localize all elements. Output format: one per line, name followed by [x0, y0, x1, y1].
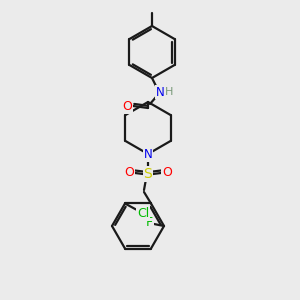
Text: N: N	[156, 85, 164, 98]
Text: O: O	[124, 166, 134, 178]
Text: O: O	[122, 100, 132, 112]
Text: O: O	[162, 166, 172, 178]
Text: Cl: Cl	[137, 207, 149, 220]
Text: S: S	[144, 167, 152, 181]
Text: F: F	[146, 217, 153, 230]
Text: H: H	[165, 87, 173, 97]
Text: N: N	[144, 148, 152, 161]
